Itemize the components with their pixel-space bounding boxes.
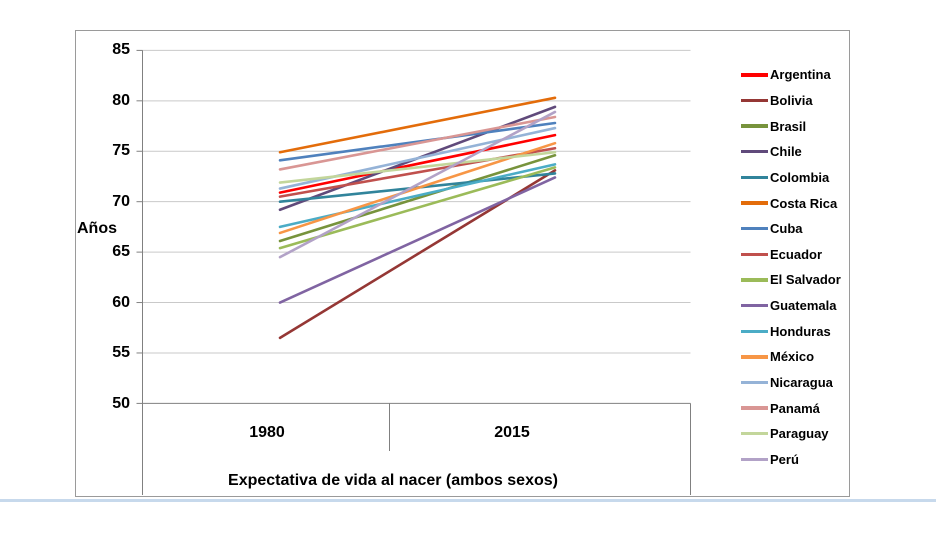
- y-tick-75: 75: [112, 142, 130, 159]
- legend-swatch: [741, 124, 768, 128]
- y-tick-55: 55: [112, 344, 130, 361]
- legend-swatch: [741, 303, 768, 308]
- series-line-perú: [278, 110, 557, 259]
- legend-label: Honduras: [770, 323, 831, 339]
- legend: Argentina Bolivia Brasil Chile Colombia Costa…: [741, 62, 845, 472]
- legend-label: Cuba: [770, 221, 803, 237]
- legend-item-argentina: Argentina: [741, 62, 845, 88]
- legend-item-cuba: Cuba: [741, 216, 845, 242]
- legend-swatch: [741, 98, 768, 103]
- series-line-costa-rica: [278, 96, 557, 154]
- legend-swatch: [741, 432, 768, 436]
- y-tick-80: 80: [112, 92, 130, 109]
- series-line-panamá: [278, 115, 557, 171]
- x-category-2015: 2015: [494, 424, 530, 441]
- legend-label: Perú: [770, 451, 799, 467]
- legend-item-honduras: Honduras: [741, 318, 845, 344]
- legend-swatch: [741, 175, 768, 180]
- legend-swatch: [741, 73, 768, 77]
- legend-swatch: [741, 150, 768, 154]
- legend-label: Colombia: [770, 169, 830, 185]
- legend-swatch: [741, 329, 768, 333]
- legend-swatch: [741, 457, 768, 462]
- y-tick-65: 65: [112, 243, 130, 260]
- legend-item-méxico: México: [741, 344, 845, 370]
- legend-swatch: [741, 380, 768, 385]
- y-tick-85: 85: [112, 41, 130, 58]
- x-axis-title: Expectativa de vida al nacer (ambos sexo…: [228, 472, 558, 489]
- legend-label: Guatemala: [770, 298, 837, 314]
- x-category-1980: 1980: [249, 424, 285, 441]
- legend-swatch: [741, 406, 768, 410]
- legend-item-brasil: Brasil: [741, 113, 845, 139]
- legend-label: Panamá: [770, 400, 820, 416]
- legend-item-ecuador: Ecuador: [741, 241, 845, 267]
- legend-item-costa-rica: Costa Rica: [741, 190, 845, 216]
- legend-label: Chile: [770, 144, 802, 160]
- legend-item-el-salvador: El Salvador: [741, 267, 845, 293]
- series-line-el-salvador: [278, 166, 557, 250]
- series-line-cuba: [278, 121, 557, 162]
- legend-swatch: [741, 278, 768, 282]
- chart-area[interactable]: [75, 30, 850, 497]
- legend-label: Paraguay: [770, 426, 829, 442]
- legend-label: Brasil: [770, 118, 807, 134]
- legend-item-bolivia: Bolivia: [741, 88, 845, 114]
- legend-swatch: [741, 355, 768, 359]
- legend-swatch: [741, 226, 768, 231]
- series-line-honduras: [278, 163, 557, 229]
- series-line-guatemala: [278, 176, 557, 304]
- series-line-brasil: [278, 153, 557, 243]
- y-tick-50: 50: [112, 395, 130, 412]
- legend-item-colombia: Colombia: [741, 165, 845, 191]
- window-bottom-edge: [0, 499, 936, 502]
- legend-item-perú: Perú: [741, 447, 845, 473]
- y-tick-70: 70: [112, 193, 130, 210]
- legend-item-chile: Chile: [741, 139, 845, 165]
- legend-item-guatemala: Guatemala: [741, 293, 845, 319]
- legend-label: Nicaragua: [770, 375, 833, 390]
- legend-label: México: [770, 349, 815, 365]
- legend-label: El Salvador: [770, 272, 841, 288]
- legend-label: Argentina: [770, 67, 831, 83]
- legend-item-nicaragua: Nicaragua: [741, 370, 845, 396]
- y-tick-60: 60: [112, 294, 130, 311]
- legend-label: Costa Rica: [770, 195, 838, 211]
- y-axis-title: Años: [77, 220, 117, 237]
- legend-swatch: [741, 201, 768, 205]
- legend-item-paraguay: Paraguay: [741, 421, 845, 447]
- series-line-argentina: [278, 133, 557, 194]
- legend-label: Bolivia: [770, 92, 813, 108]
- series-line-paraguay: [278, 150, 557, 184]
- legend-item-panamá: Panamá: [741, 395, 845, 421]
- legend-swatch: [741, 252, 768, 256]
- legend-label: Ecuador: [770, 246, 823, 262]
